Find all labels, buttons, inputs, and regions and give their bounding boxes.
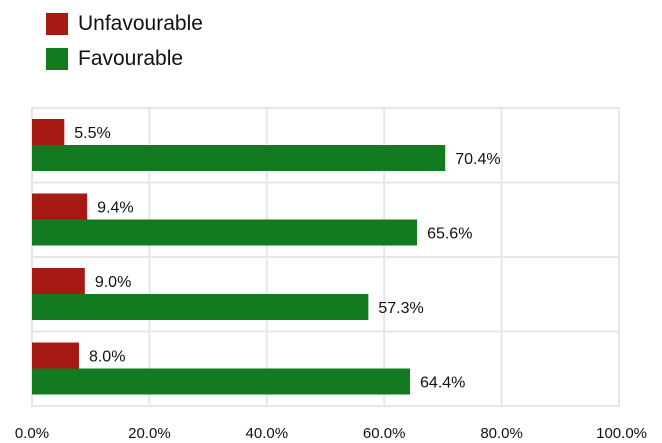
bar-favourable-0	[32, 145, 446, 171]
data-label-favourable-0: 70.4%	[455, 151, 500, 168]
x-tick-label-2: 40.0%	[246, 425, 289, 442]
data-label-unfavourable-0: 5.5%	[74, 125, 110, 142]
legend-item-favourable: Favourable	[46, 46, 183, 72]
legend-label-unfavourable: Unfavourable	[78, 12, 203, 35]
legend-item-unfavourable: Unfavourable	[46, 11, 203, 37]
bar-unfavourable-0	[32, 119, 65, 145]
data-label-favourable-3: 64.4%	[420, 375, 465, 392]
x-tick-label-4: 80.0%	[480, 425, 523, 442]
data-label-favourable-2: 57.3%	[378, 300, 423, 317]
x-tick-label-3: 60.0%	[363, 425, 406, 442]
legend-label-favourable: Favourable	[78, 47, 184, 70]
data-label-unfavourable-2: 9.0%	[95, 274, 131, 291]
legend-swatch-unfavourable	[46, 13, 68, 35]
bar-unfavourable-3	[32, 342, 79, 369]
data-label-unfavourable-1: 9.4%	[97, 200, 133, 217]
x-tick-label-0: 0.0%	[15, 425, 49, 442]
x-tick-label-5: 100.0%	[596, 425, 647, 442]
bar-favourable-1	[32, 219, 418, 246]
bar-favourable-2	[32, 294, 369, 320]
data-label-favourable-1: 65.6%	[427, 226, 472, 243]
x-tick-label-1: 20.0%	[128, 425, 171, 442]
bar-favourable-3	[32, 368, 411, 395]
legend-swatch-favourable	[46, 48, 68, 70]
data-label-unfavourable-3: 8.0%	[89, 349, 125, 366]
bar-unfavourable-1	[32, 193, 88, 220]
bar-unfavourable-2	[32, 268, 85, 294]
